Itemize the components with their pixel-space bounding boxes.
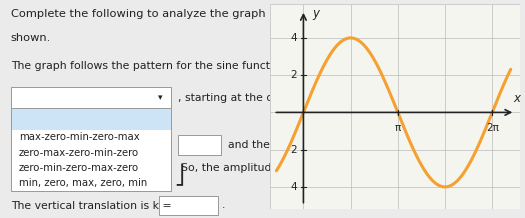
Text: 2: 2 [290, 70, 297, 80]
Text: min, zero, max, zero, min: min, zero, max, zero, min [19, 178, 147, 188]
Text: y: y [312, 7, 319, 20]
Text: .: . [222, 201, 226, 210]
Text: ⎦: ⎦ [174, 164, 184, 186]
Bar [159, 196, 218, 215]
Text: shown.: shown. [10, 33, 51, 43]
Text: max-zero-min-zero-max: max-zero-min-zero-max [19, 132, 140, 142]
Text: zero-min-zero-max-zero: zero-min-zero-max-zero [19, 163, 139, 173]
Text: 4: 4 [290, 33, 297, 43]
Text: 4: 4 [290, 182, 297, 192]
Text: π: π [395, 123, 401, 133]
Bar [10, 87, 171, 108]
Bar [10, 108, 171, 130]
Bar [10, 108, 171, 191]
Bar [178, 135, 221, 155]
Text: 2: 2 [290, 145, 297, 155]
Text: The vertical translation is k =: The vertical translation is k = [10, 201, 171, 211]
Bar [10, 130, 171, 191]
Text: and the: and the [228, 140, 269, 150]
Text: Complete the following to analyze the graph: Complete the following to analyze the gr… [10, 9, 265, 19]
Text: The graph follows the pattern for the sine function:: The graph follows the pattern for the si… [10, 61, 290, 71]
Text: x: x [513, 92, 520, 105]
Text: ▾: ▾ [159, 93, 163, 102]
Text: zero-max-zero-min-zero: zero-max-zero-min-zero [19, 148, 139, 158]
Text: So, the amplitude of: So, the amplitude of [181, 163, 292, 173]
Text: , starting at the origin.: , starting at the origin. [178, 93, 301, 102]
Text: 2π: 2π [486, 123, 499, 133]
